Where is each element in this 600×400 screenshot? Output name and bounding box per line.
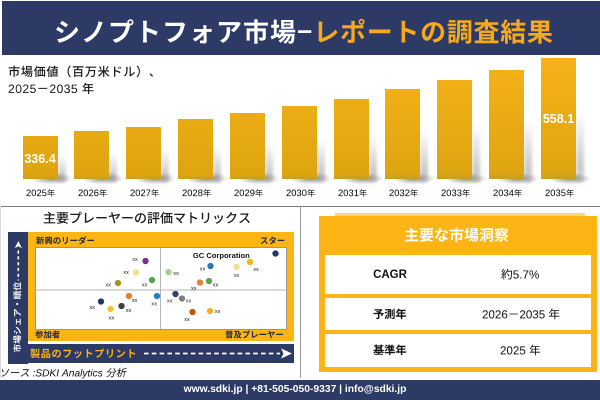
svg-text:xx: xx bbox=[105, 282, 111, 288]
svg-text:xx: xx bbox=[184, 317, 190, 323]
svg-text:xx: xx bbox=[132, 257, 138, 263]
svg-text:xx: xx bbox=[212, 282, 218, 288]
svg-text:xx: xx bbox=[123, 270, 129, 276]
svg-text:xx: xx bbox=[214, 309, 220, 315]
svg-text:xx: xx bbox=[233, 273, 239, 279]
svg-text:xx: xx bbox=[185, 298, 191, 304]
svg-text:xx: xx bbox=[173, 271, 179, 277]
svg-text:xx: xx bbox=[108, 315, 114, 321]
svg-text:xx: xx bbox=[151, 301, 157, 307]
svg-text:GC Corporation: GC Corporation bbox=[192, 250, 249, 259]
svg-text:xx: xx bbox=[253, 267, 259, 273]
svg-text:xx: xx bbox=[199, 266, 205, 272]
svg-text:xx: xx bbox=[166, 298, 172, 304]
svg-text:xx: xx bbox=[89, 305, 95, 311]
svg-text:xx: xx bbox=[125, 308, 131, 314]
svg-text:xx: xx bbox=[131, 298, 137, 304]
svg-text:xx: xx bbox=[141, 282, 147, 288]
svg-text:xx: xx bbox=[191, 286, 197, 292]
